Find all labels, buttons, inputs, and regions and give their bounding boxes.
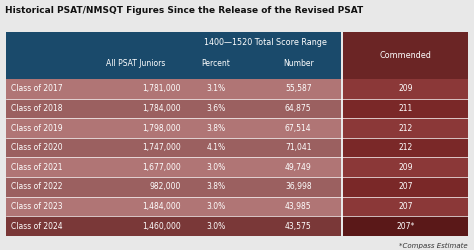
Bar [6, 177, 341, 197]
Text: 1,747,000: 1,747,000 [142, 143, 181, 152]
Bar [343, 118, 468, 138]
Text: 1,784,000: 1,784,000 [142, 104, 181, 113]
Bar [6, 216, 341, 236]
Bar [6, 138, 341, 158]
Text: 55,587: 55,587 [285, 84, 311, 93]
Text: 207: 207 [398, 202, 413, 211]
Text: 43,985: 43,985 [285, 202, 311, 211]
Text: 209: 209 [398, 163, 413, 172]
Text: 1,484,000: 1,484,000 [142, 202, 181, 211]
Text: 207: 207 [398, 182, 413, 191]
Text: 43,575: 43,575 [285, 222, 311, 230]
Text: 36,998: 36,998 [285, 182, 311, 191]
Text: Class of 2022: Class of 2022 [11, 182, 62, 191]
Text: 3.0%: 3.0% [206, 222, 226, 230]
Text: Percent: Percent [201, 59, 230, 68]
Text: 3.8%: 3.8% [206, 124, 225, 132]
Text: 212: 212 [398, 124, 412, 132]
Text: 207*: 207* [396, 222, 415, 230]
Text: Class of 2024: Class of 2024 [11, 222, 63, 230]
Text: 3.0%: 3.0% [206, 163, 226, 172]
Text: 3.1%: 3.1% [206, 84, 225, 93]
Text: 3.8%: 3.8% [206, 182, 225, 191]
Text: All PSAT Juniors: All PSAT Juniors [106, 59, 165, 68]
Bar [343, 32, 468, 79]
Text: Historical PSAT/NMSQT Figures Since the Release of the Revised PSAT: Historical PSAT/NMSQT Figures Since the … [5, 6, 363, 15]
Text: 4.1%: 4.1% [206, 143, 225, 152]
Text: 1400—1520 Total Score Range: 1400—1520 Total Score Range [204, 38, 327, 48]
Text: 3.6%: 3.6% [206, 104, 226, 113]
Text: 212: 212 [398, 143, 412, 152]
Bar [343, 138, 468, 158]
Text: 1,677,000: 1,677,000 [142, 163, 181, 172]
Bar [6, 118, 341, 138]
Text: Number: Number [283, 59, 314, 68]
Bar [6, 32, 341, 79]
Bar [343, 197, 468, 216]
Text: Class of 2023: Class of 2023 [11, 202, 63, 211]
Text: Class of 2017: Class of 2017 [11, 84, 63, 93]
Bar [343, 99, 468, 118]
Text: Class of 2018: Class of 2018 [11, 104, 62, 113]
Text: 1,798,000: 1,798,000 [142, 124, 181, 132]
Text: 982,000: 982,000 [149, 182, 181, 191]
Text: *Compass Estimate: *Compass Estimate [399, 243, 468, 249]
Bar [6, 158, 341, 177]
Bar [343, 177, 468, 197]
Bar [6, 197, 341, 216]
Bar [6, 79, 341, 99]
Bar [343, 158, 468, 177]
Text: 3.0%: 3.0% [206, 202, 226, 211]
Text: 64,875: 64,875 [285, 104, 311, 113]
Bar [343, 216, 468, 236]
Text: Class of 2020: Class of 2020 [11, 143, 63, 152]
Text: 211: 211 [398, 104, 412, 113]
Text: 67,514: 67,514 [285, 124, 311, 132]
Text: 1,460,000: 1,460,000 [142, 222, 181, 230]
Text: Commended: Commended [380, 51, 431, 60]
Text: 71,041: 71,041 [285, 143, 311, 152]
Text: 1,781,000: 1,781,000 [142, 84, 181, 93]
Bar [6, 99, 341, 118]
Text: Class of 2021: Class of 2021 [11, 163, 62, 172]
Text: 209: 209 [398, 84, 413, 93]
Bar [343, 79, 468, 99]
Text: Class of 2019: Class of 2019 [11, 124, 63, 132]
Text: 49,749: 49,749 [285, 163, 311, 172]
